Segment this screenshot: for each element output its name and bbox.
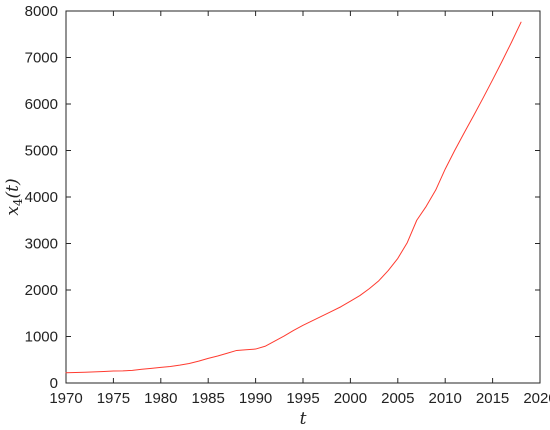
y-tick-label: 7000	[25, 50, 58, 67]
y-axis-label-base: x	[3, 206, 23, 216]
x-axis: 1970 1975 1980 1985 1990 1995 2000 2005 2010 2015…	[49, 11, 550, 407]
y-tick-label: 6000	[25, 96, 58, 113]
plot-frame	[65, 10, 541, 384]
y-axis-label: x4(t)	[3, 178, 25, 215]
y-axis: 0 1000 2000 3000 4000 5000 6000 7000 8000	[25, 3, 540, 392]
x-tick-label: 1995	[286, 390, 319, 407]
y-tick-label: 1000	[25, 329, 58, 346]
y-axis-label-subscript: 4	[11, 198, 25, 206]
y-axis-label-close-paren: )	[3, 178, 23, 186]
y-tick-label: 4000	[25, 189, 58, 206]
series-line-0	[65, 21, 522, 374]
y-axis-label-arg: t	[3, 185, 23, 192]
y-tick-label: 5000	[25, 143, 58, 160]
x-tick-label: 1975	[97, 390, 130, 407]
y-axis-label-open-paren: (	[3, 191, 23, 198]
x-tick-label: 2005	[381, 390, 414, 407]
x-tick-label: 1990	[239, 390, 272, 407]
y-tick-label: 3000	[25, 236, 58, 253]
y-tick-label: 0	[50, 375, 58, 392]
x-tick-label: 2015	[476, 390, 509, 407]
plot-area-border	[65, 10, 541, 384]
x-tick-label: 2010	[429, 390, 462, 407]
x-tick-label: 1985	[192, 390, 225, 407]
series-layer	[65, 21, 522, 374]
y-tick-label: 2000	[25, 282, 58, 299]
x-tick-label: 1970	[49, 390, 82, 407]
y-tick-label: 8000	[25, 3, 58, 20]
x-tick-label: 1980	[144, 390, 177, 407]
x-axis-label: t	[300, 409, 307, 429]
x-tick-label: 2000	[334, 390, 367, 407]
